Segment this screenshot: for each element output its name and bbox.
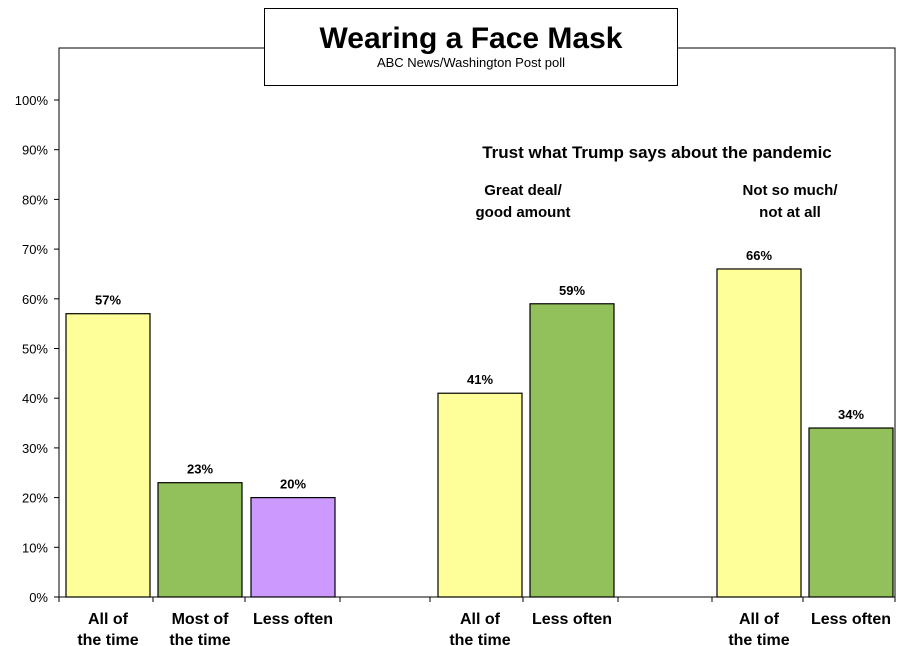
y-tick-label: 60% bbox=[22, 292, 48, 307]
bar-value-label: 41% bbox=[467, 372, 493, 387]
bar-value-label: 20% bbox=[280, 477, 306, 492]
x-category-label: Less often bbox=[811, 611, 891, 628]
bar-1-0 bbox=[437, 392, 523, 598]
bar-value-label: 23% bbox=[187, 462, 213, 477]
x-category-label: the time bbox=[77, 632, 138, 646]
bar-value-label: 57% bbox=[95, 293, 121, 308]
chart-title-box: Wearing a Face Mask ABC News/Washington … bbox=[264, 8, 678, 86]
bar-2-1 bbox=[808, 427, 894, 598]
trust-annotation: Trust what Trump says about the pandemic bbox=[482, 143, 832, 162]
group-name-label: not at all bbox=[759, 204, 821, 221]
x-category-label: All of bbox=[739, 611, 780, 628]
group-name-label: good amount bbox=[476, 204, 571, 221]
x-category-label: Most of bbox=[172, 611, 230, 628]
x-category-label: Less often bbox=[253, 611, 333, 628]
y-tick-label: 70% bbox=[22, 242, 48, 257]
y-tick-label: 10% bbox=[22, 540, 48, 555]
group-name-label: Great deal/ bbox=[484, 182, 562, 199]
bar-0-1 bbox=[157, 482, 243, 598]
bar-0-2 bbox=[250, 497, 336, 598]
chart-title: Wearing a Face Mask bbox=[319, 22, 623, 55]
x-category-label: Less often bbox=[532, 611, 612, 628]
y-tick-label: 0% bbox=[29, 590, 48, 605]
y-tick-label: 30% bbox=[22, 441, 48, 456]
x-category-label: All of bbox=[460, 611, 501, 628]
x-category-label: the time bbox=[449, 632, 510, 646]
chart-subtitle: ABC News/Washington Post poll bbox=[376, 55, 566, 70]
bar-2-0 bbox=[716, 268, 802, 598]
y-tick-label: 40% bbox=[22, 391, 48, 406]
x-category-label: the time bbox=[169, 632, 230, 646]
y-tick-label: 80% bbox=[22, 192, 48, 207]
bar-value-label: 59% bbox=[559, 283, 585, 298]
y-tick-label: 20% bbox=[22, 491, 48, 506]
bar-value-label: 34% bbox=[838, 407, 864, 422]
bar-1-1 bbox=[529, 303, 615, 598]
x-category-label: the time bbox=[728, 632, 789, 646]
bar-value-label: 66% bbox=[746, 248, 772, 263]
group-name-label: Not so much/ bbox=[742, 182, 838, 199]
y-tick-label: 100% bbox=[15, 93, 49, 108]
y-tick-label: 50% bbox=[22, 342, 48, 357]
bar-0-0 bbox=[65, 313, 151, 598]
y-tick-label: 90% bbox=[22, 143, 48, 158]
x-category-label: All of bbox=[88, 611, 129, 628]
